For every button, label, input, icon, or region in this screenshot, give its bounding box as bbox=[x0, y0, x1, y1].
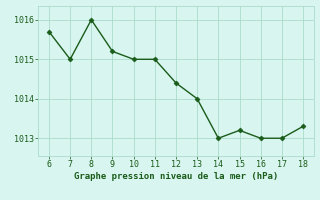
X-axis label: Graphe pression niveau de la mer (hPa): Graphe pression niveau de la mer (hPa) bbox=[74, 172, 278, 181]
